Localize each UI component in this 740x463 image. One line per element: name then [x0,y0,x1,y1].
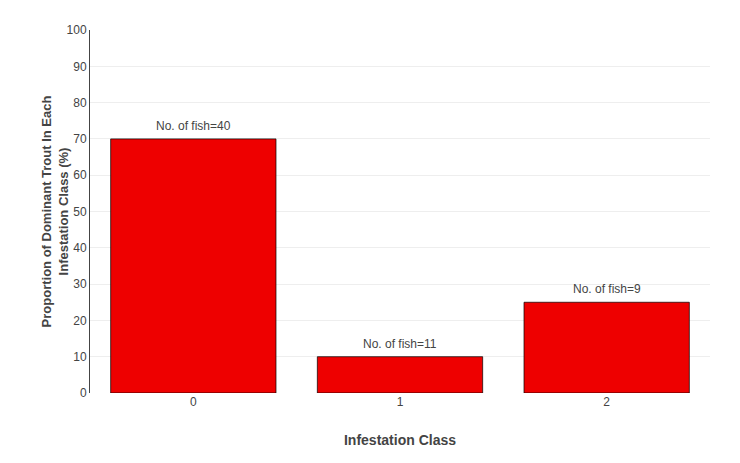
svg-text:1: 1 [397,395,404,409]
svg-text:100: 100 [67,23,87,37]
svg-text:0: 0 [190,395,197,409]
svg-text:70: 70 [73,132,87,146]
svg-text:No. of fish=11: No. of fish=11 [363,337,437,351]
svg-text:No. of fish=9: No. of fish=9 [573,282,641,296]
svg-text:90: 90 [73,60,87,74]
svg-text:2: 2 [603,395,610,409]
svg-text:50: 50 [73,205,87,219]
svg-text:No. of fish=40: No. of fish=40 [156,119,231,133]
svg-text:60: 60 [73,168,87,182]
svg-text:Infestation Class: Infestation Class [344,432,456,448]
svg-text:0: 0 [80,386,87,400]
svg-text:20: 20 [73,314,87,328]
svg-text:10: 10 [73,350,87,364]
svg-text:30: 30 [73,277,87,291]
svg-text:40: 40 [73,241,87,255]
svg-text:Proportion of Dominant Trout I: Proportion of Dominant Trout In EachInfe… [39,96,71,328]
svg-text:80: 80 [73,96,87,110]
